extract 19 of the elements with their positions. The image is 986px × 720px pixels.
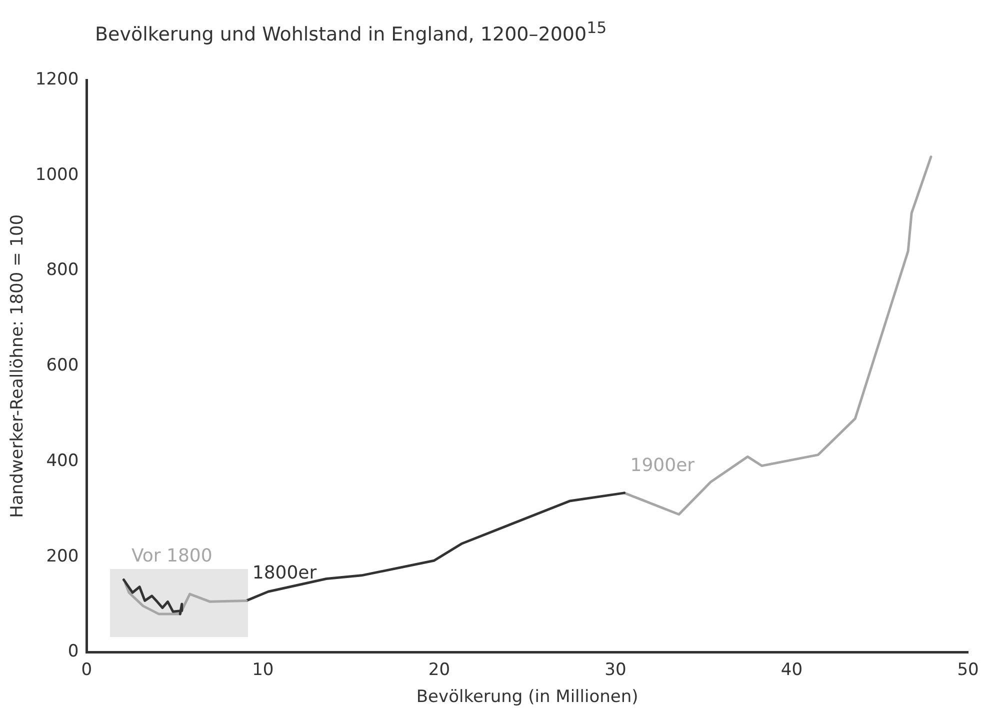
y-axis-title: Handwerker-Reallöhne: 1800 = 100 xyxy=(8,214,28,518)
x-tick-label: 0 xyxy=(81,660,92,680)
y-tick-label: 800 xyxy=(46,260,79,280)
y-tick-label: 1000 xyxy=(35,164,79,185)
x-tick-label: 30 xyxy=(604,660,626,680)
x-tick-label: 20 xyxy=(428,660,450,680)
chart-title: Bevölkerung und Wohlstand in England, 1200–2000$^{15}$ xyxy=(95,18,607,46)
series-label: 1800er xyxy=(252,562,318,584)
x-tick-label: 10 xyxy=(252,660,274,680)
x-tick-label: 40 xyxy=(780,660,803,680)
y-tick-label: 0 xyxy=(68,642,79,662)
x-axis-title: Bevölkerung (in Millionen) xyxy=(416,687,638,708)
y-tick-label: 600 xyxy=(46,356,79,376)
series-label: Vor 1800 xyxy=(131,546,212,567)
y-tick-label: 400 xyxy=(46,450,79,471)
x-tick-label: 50 xyxy=(957,660,979,680)
series-label: 1900er xyxy=(630,454,696,476)
y-tick-label: 1200 xyxy=(35,69,79,90)
y-tick-label: 200 xyxy=(46,546,79,566)
